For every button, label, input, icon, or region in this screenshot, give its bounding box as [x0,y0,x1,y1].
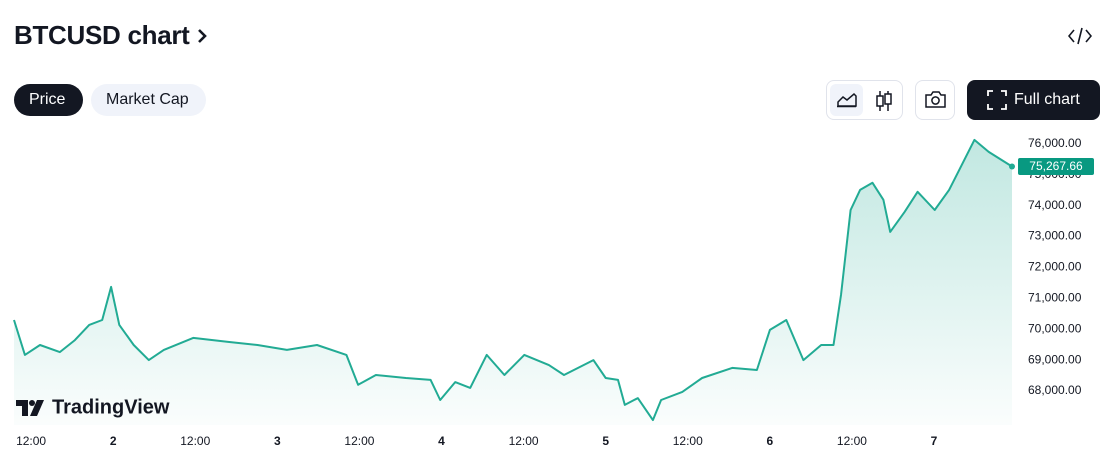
x-tick-label: 2 [110,434,117,448]
x-tick-label: 12:00 [673,434,703,448]
title-text: BTCUSD chart [14,20,190,50]
chevron-icon [198,29,208,43]
x-tick-label: 12:00 [344,434,374,448]
area-icon [837,92,857,108]
last-point [1009,163,1015,170]
x-tick-label: 4 [438,434,445,448]
price-tab[interactable]: Price [14,84,83,116]
y-tick-label: 68,000.00 [1028,383,1082,397]
x-tick-label: 12:00 [509,434,539,448]
area-fill [14,139,1012,425]
price-line [13,138,1013,422]
price-tag-label: 75,267.66 [1029,159,1083,173]
area-type-button[interactable] [830,84,863,116]
x-tick-label: 12:00 [16,434,46,448]
x-tick-label: 12:00 [180,434,210,448]
tab-label: Price [29,91,66,108]
logo-text: TradingView [52,396,170,418]
x-tick-label: 5 [602,434,609,448]
y-tick-label: 71,000.00 [1028,291,1082,305]
y-tick-label: 76,000.00 [1028,136,1082,150]
price-tag [1018,158,1094,176]
x-tick-label: 6 [767,434,774,448]
chart-type-group [826,80,903,120]
logo: TradingView [16,396,170,418]
tab-label: Market Cap [106,91,189,108]
y-tick-label: 74,000.00 [1028,198,1082,212]
button-label: Full chart [1014,91,1080,108]
y-tick-label: 72,000.00 [1028,260,1082,274]
candles-icon[interactable] [871,87,897,115]
embed-icon[interactable] [1068,26,1092,46]
x-tick-label: 12:00 [837,434,867,448]
y-tick-label: 70,000.00 [1028,321,1082,335]
page-title[interactable]: BTCUSD chart [14,20,208,51]
y-tick-label: 69,000.00 [1028,352,1082,366]
market-cap-tab[interactable]: Market Cap [91,84,206,116]
x-tick-label: 3 [274,434,281,448]
camera-icon [925,91,946,108]
x-tick-label: 7 [931,434,938,448]
y-tick-label: 73,000.00 [1028,229,1082,243]
snapshot-button[interactable] [915,80,955,120]
full-chart-button[interactable]: Full chart [967,80,1100,120]
expand-icon [987,90,1007,110]
